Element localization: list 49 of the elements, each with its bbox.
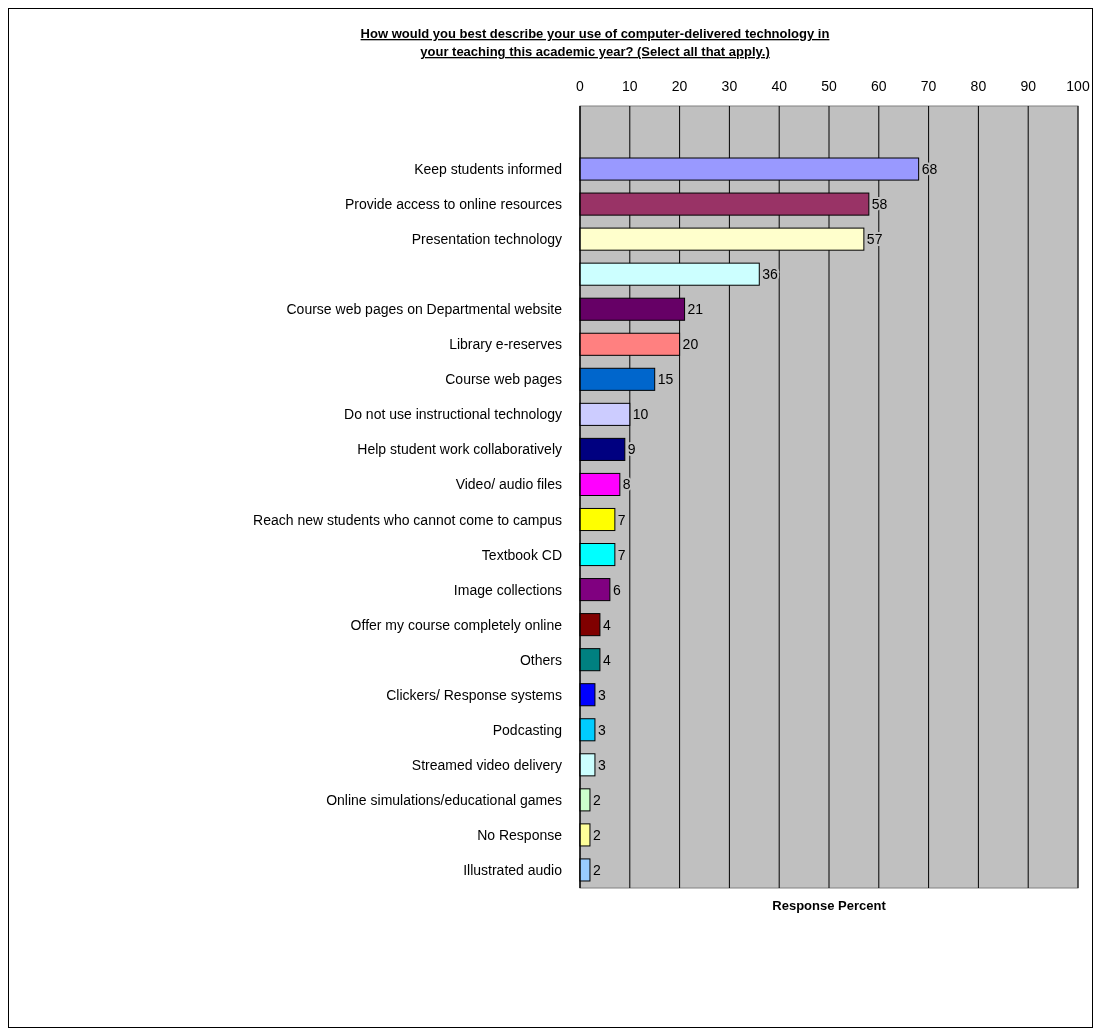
y-tick-label: Provide access to online resources (344, 196, 562, 213)
x-axis-title: Response Percent (772, 898, 887, 913)
x-tick-label: 90 (1020, 78, 1037, 94)
y-tick-label: Image collections (453, 581, 562, 598)
y-tick-label: Streamed video delivery (411, 756, 562, 773)
x-tick-label: 50 (821, 78, 837, 94)
y-tick-label: Library e-reserves (449, 336, 562, 353)
data-label: 3 (597, 721, 606, 738)
x-tick-label: 60 (871, 78, 887, 94)
data-label: 20 (682, 336, 699, 353)
data-label: 4 (602, 651, 611, 668)
y-tick-label: Presentation technology (411, 231, 562, 248)
y-tick-label: Do not use instructional technology (344, 406, 562, 423)
data-label: 21 (687, 301, 704, 318)
y-tick-label: Illustrated audio (463, 861, 563, 878)
y-tick-label: Reach new students who cannot come to campus (253, 511, 562, 528)
x-tick-label: 100 (1066, 78, 1090, 94)
x-tick-label: 30 (721, 78, 738, 94)
y-tick-label: Others (519, 651, 562, 668)
data-label: 10 (632, 406, 649, 423)
x-tick-label: 0 (576, 78, 585, 94)
y-tick-label: Video/ audio files (455, 476, 562, 493)
x-tick-label: 40 (771, 78, 788, 94)
data-label: 2 (592, 791, 601, 808)
data-label: 15 (657, 371, 674, 388)
y-tick-label: Offer my course completely online (350, 616, 563, 633)
x-tick-label: 10 (622, 78, 638, 94)
y-tick-label: Course web pages (445, 371, 562, 388)
x-tick-label: 20 (671, 78, 688, 94)
data-label: 6 (612, 581, 621, 598)
data-label: 36 (762, 266, 779, 283)
y-tick-label: Textbook CD (481, 546, 562, 563)
y-tick-label: No Response (477, 826, 563, 843)
y-tick-label: Keep students informed (414, 161, 562, 178)
data-label: 7 (617, 546, 626, 563)
data-label: 3 (597, 686, 606, 703)
y-tick-label: Help student work collaboratively (357, 441, 562, 458)
y-tick-label: Clickers/ Response systems (386, 686, 562, 703)
data-label: 3 (597, 756, 606, 773)
data-label: 7 (617, 511, 626, 528)
chart-title: How would you best describe your use of computer-delivered technology in your teaching this academic year? (Select all that apply.) (360, 26, 830, 59)
x-tick-label: 80 (970, 78, 987, 94)
y-tick-label: Course web pages on Departmental website (286, 301, 563, 318)
y-tick-label: Online simulations/educational games (326, 791, 562, 808)
data-label: 4 (602, 616, 611, 633)
x-tick-label: 70 (920, 78, 937, 94)
data-label: 2 (592, 861, 601, 878)
y-tick-label: Podcasting (492, 721, 562, 738)
data-label: 2 (592, 826, 601, 843)
